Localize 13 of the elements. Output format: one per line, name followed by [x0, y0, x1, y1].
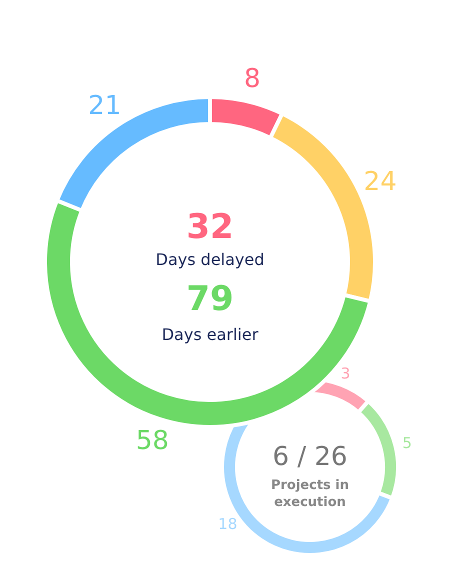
text: 6 / 26: [272, 442, 348, 472]
text: Projects in execution: [270, 478, 350, 510]
data-label: 18: [218, 514, 238, 533]
data-label: 21: [88, 91, 122, 122]
data-label: 3: [340, 364, 350, 382]
text: Days delayed: [156, 250, 264, 269]
data-label: 5: [402, 434, 412, 452]
data-label: 58: [136, 426, 169, 456]
text: Days earlier: [162, 325, 259, 344]
data-label: 24: [364, 167, 397, 198]
data-label: 8: [244, 64, 260, 94]
text: 32: [186, 207, 234, 247]
text: 79: [186, 279, 234, 319]
